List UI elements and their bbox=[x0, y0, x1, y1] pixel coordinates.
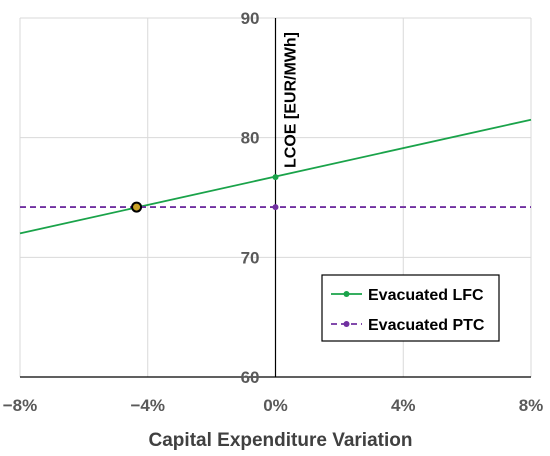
y-tick-label-0: 60 bbox=[241, 368, 260, 387]
y-tick-label-3: 90 bbox=[241, 9, 260, 28]
legend: Evacuated LFC Evacuated PTC bbox=[321, 274, 500, 342]
series-marker-0-0 bbox=[272, 174, 279, 181]
series-marker-1-0 bbox=[272, 204, 279, 211]
legend-box bbox=[321, 274, 500, 342]
axes bbox=[20, 18, 531, 378]
legend-entry-1: Evacuated PTC bbox=[368, 317, 485, 334]
x-tick-label-1: −4% bbox=[131, 396, 166, 415]
intersection-marker bbox=[131, 201, 143, 213]
series-group bbox=[19, 118, 532, 235]
x-axis-label: Capital Expenditure Variation bbox=[149, 430, 413, 451]
y-tick-label-1: 70 bbox=[241, 248, 260, 267]
x-tick-label-0: −8% bbox=[3, 396, 38, 415]
legend-swatch-marker-1 bbox=[343, 321, 350, 327]
legend-swatch-marker-0 bbox=[343, 291, 350, 297]
x-tick-label-4: 8% bbox=[519, 396, 544, 415]
y-tick-label-2: 80 bbox=[241, 129, 260, 148]
tick-labels: −8% −4% 0% 4% 8% 60 70 80 90 bbox=[3, 9, 544, 415]
y-axis-label: LCOE [EUR/MWh] bbox=[283, 32, 300, 168]
x-tick-label-2: 0% bbox=[263, 396, 288, 415]
x-tick-label-3: 4% bbox=[391, 396, 416, 415]
legend-entry-0: Evacuated LFC bbox=[368, 287, 484, 304]
